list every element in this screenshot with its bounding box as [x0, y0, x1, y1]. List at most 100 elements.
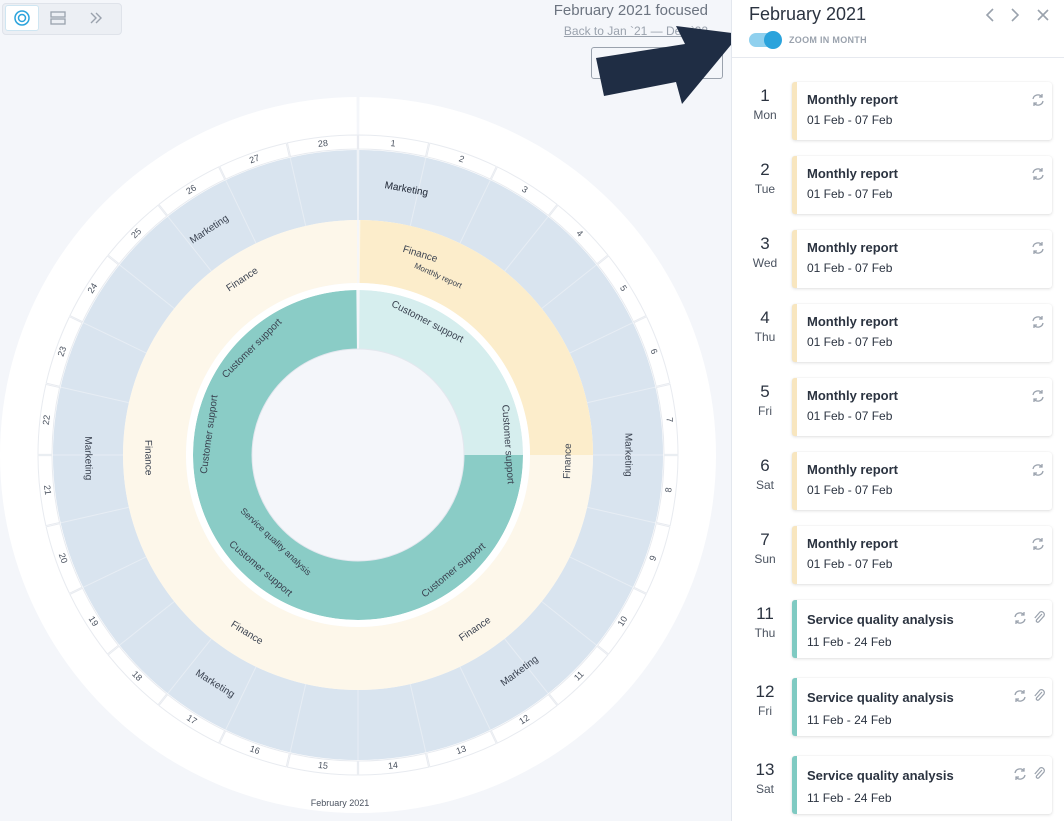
- day-tick-segment[interactable]: [548, 645, 609, 706]
- day-tick-segment[interactable]: [158, 693, 226, 744]
- day-tick-segment[interactable]: [633, 523, 671, 594]
- prev-month-button[interactable]: [984, 6, 996, 29]
- event-dates: 01 Feb - 07 Feb: [807, 483, 893, 497]
- day-tick-segment[interactable]: [596, 255, 647, 323]
- recurring-icon[interactable]: [1030, 388, 1046, 409]
- day-divider: [225, 666, 257, 731]
- list-view-button[interactable]: [39, 4, 77, 32]
- event-card[interactable]: Monthly report 01 Feb - 07 Feb: [792, 452, 1052, 510]
- day-row: 1 Mon Monthly report 01 Feb - 07 Feb: [732, 82, 1064, 142]
- expand-panel-button[interactable]: [77, 4, 115, 32]
- event-dates: 01 Feb - 07 Feb: [807, 409, 893, 423]
- day-divider: [586, 386, 656, 404]
- day-label: 7: [664, 417, 674, 423]
- event-card[interactable]: Service quality analysis 11 Feb - 24 Feb: [792, 756, 1052, 814]
- recurring-icon[interactable]: [1030, 536, 1046, 557]
- panel-title: February 2021: [749, 4, 867, 24]
- event-card[interactable]: Monthly report 01 Feb - 07 Feb: [792, 156, 1052, 214]
- monthly-report-event[interactable]: [359, 220, 593, 455]
- day-tick-segment[interactable]: [286, 752, 358, 776]
- day-weekday: Mon: [753, 108, 777, 122]
- day-weekday: Sat: [755, 478, 774, 492]
- recurring-icon[interactable]: [1012, 610, 1028, 631]
- recurring-icon[interactable]: [1012, 766, 1028, 787]
- day-divider: [459, 179, 491, 244]
- recurring-icon[interactable]: [1012, 688, 1028, 709]
- service-quality-event[interactable]: [192, 290, 523, 620]
- day-tick-segment[interactable]: [358, 134, 430, 158]
- radial-view-button[interactable]: [5, 5, 39, 31]
- day-tick-segment[interactable]: [426, 142, 497, 180]
- day-row: 13 Sat Service quality analysis 11 Feb - 24…: [732, 756, 1064, 816]
- finance-label: Finance: [562, 443, 574, 479]
- event-card[interactable]: Monthly report 01 Feb - 07 Feb: [792, 304, 1052, 362]
- day-number: 2: [760, 160, 770, 179]
- day-tick-segment[interactable]: [633, 316, 671, 387]
- day-tick-segment[interactable]: [107, 204, 168, 265]
- day-tick-segment[interactable]: [69, 587, 120, 655]
- day-tick-segment[interactable]: [45, 316, 83, 387]
- day-tick-segment[interactable]: [490, 693, 558, 744]
- day-divider: [504, 638, 549, 694]
- view-switcher: [2, 3, 122, 35]
- sqa-light-segment[interactable]: [359, 290, 523, 455]
- event-icons: [1030, 536, 1046, 557]
- day-tick-segment[interactable]: [69, 255, 120, 323]
- day-tick-segment[interactable]: [426, 730, 497, 768]
- day-tick-segment[interactable]: [37, 383, 61, 455]
- zoom-in-month-toggle[interactable]: [749, 31, 782, 49]
- day-tick-segment[interactable]: [219, 730, 290, 768]
- day-number: 5: [760, 382, 770, 401]
- event-icons: [1012, 688, 1046, 709]
- close-panel-button[interactable]: [1036, 6, 1050, 29]
- event-icons: [1030, 240, 1046, 261]
- day-divider: [569, 322, 634, 354]
- day-tick-segment[interactable]: [158, 166, 226, 217]
- recurring-icon[interactable]: [1030, 240, 1046, 261]
- recurring-icon[interactable]: [1030, 92, 1046, 113]
- day-divider: [225, 179, 257, 244]
- recurring-icon[interactable]: [1030, 166, 1046, 187]
- day-label: 17: [185, 713, 199, 727]
- day-label: 19: [87, 614, 101, 628]
- day-divider: [167, 216, 212, 272]
- day-tick-segment[interactable]: [490, 166, 558, 217]
- event-card[interactable]: Service quality analysis 11 Feb - 24 Feb: [792, 600, 1052, 658]
- day-tick-segment[interactable]: [548, 204, 609, 265]
- day-tick-segment[interactable]: [655, 455, 679, 527]
- day-tick-segment[interactable]: [219, 142, 290, 180]
- event-card[interactable]: Monthly report 01 Feb - 07 Feb: [792, 230, 1052, 288]
- event-title: Service quality analysis: [807, 690, 954, 705]
- attachment-icon[interactable]: [1032, 766, 1046, 787]
- day-tick-segment[interactable]: [37, 455, 61, 527]
- event-card[interactable]: Monthly report 01 Feb - 07 Feb: [792, 526, 1052, 584]
- day-divider: [289, 157, 307, 227]
- recurring-icon[interactable]: [1030, 462, 1046, 483]
- day-number: 4: [760, 308, 770, 327]
- day-label: 16: [248, 743, 261, 756]
- event-card[interactable]: Monthly report 01 Feb - 07 Feb: [792, 378, 1052, 436]
- event-card[interactable]: Monthly report 01 Feb - 07 Feb: [792, 82, 1052, 140]
- next-month-button[interactable]: [1009, 6, 1021, 29]
- event-title: Monthly report: [807, 388, 898, 403]
- event-title: Monthly report: [807, 240, 898, 255]
- day-tick-segment[interactable]: [45, 523, 83, 594]
- back-to-range-link[interactable]: Back to Jan `21 — Dec `22: [563, 24, 708, 38]
- day-tick-segment[interactable]: [655, 383, 679, 455]
- day-tick-segment[interactable]: [286, 134, 358, 158]
- attachment-icon[interactable]: [1032, 610, 1046, 631]
- day-tick-segment[interactable]: [358, 752, 430, 776]
- day-number: 11: [756, 604, 774, 623]
- month-label: February 2021: [311, 798, 370, 808]
- day-divider: [60, 386, 130, 404]
- event-title: Monthly report: [807, 314, 898, 329]
- close-icon: [1037, 9, 1049, 21]
- recurring-icon[interactable]: [1030, 314, 1046, 335]
- attachment-icon[interactable]: [1032, 688, 1046, 709]
- event-title: Service quality analysis: [807, 768, 954, 783]
- arrow-annotation-icon: [596, 26, 740, 104]
- day-tick-segment[interactable]: [596, 587, 647, 655]
- day-tick-segment[interactable]: [107, 645, 168, 706]
- event-card[interactable]: Service quality analysis 11 Feb - 24 Feb: [792, 678, 1052, 736]
- day-divider: [541, 601, 597, 646]
